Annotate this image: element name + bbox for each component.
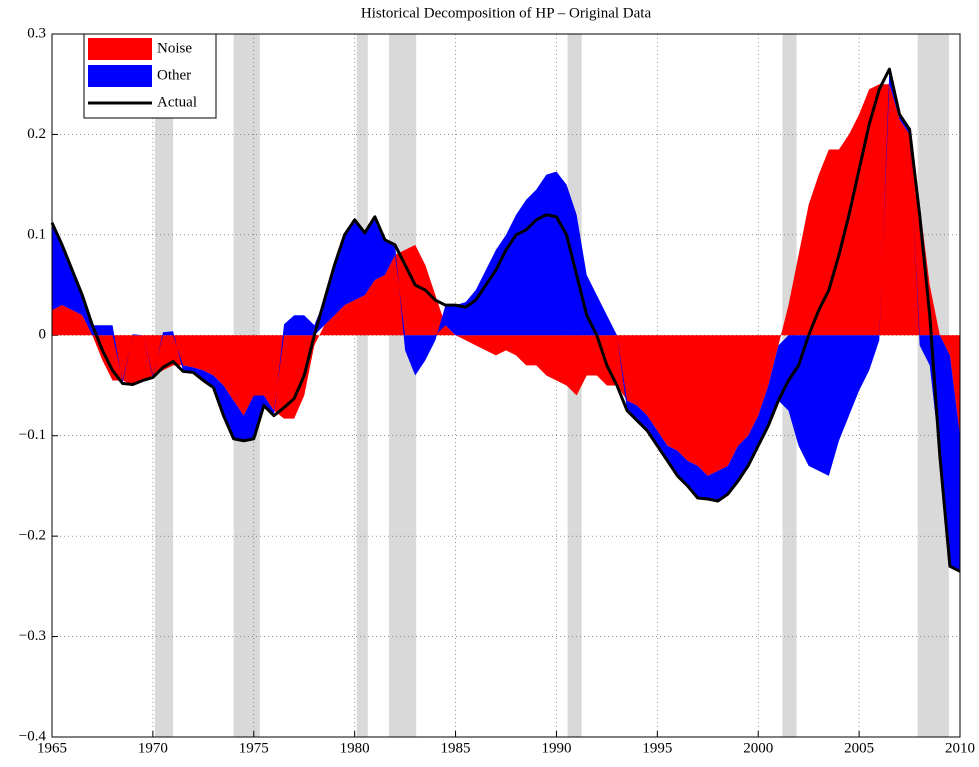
x-tick-label: 2005 <box>844 740 874 756</box>
x-tick-label: 2000 <box>743 740 773 756</box>
y-tick-label: −0.1 <box>19 427 46 443</box>
line <box>50 67 961 573</box>
y-tick-label: 0.1 <box>27 226 46 242</box>
y-tick-label: −0.4 <box>19 728 47 744</box>
x-tick-label: 1990 <box>541 740 571 756</box>
y-tick-label: 0 <box>39 327 47 343</box>
y-tick-label: −0.3 <box>19 628 46 644</box>
recession-band <box>356 34 368 737</box>
area <box>52 84 960 476</box>
x-tick-label: 1985 <box>441 740 471 756</box>
legend-swatch <box>88 38 152 60</box>
y-tick-label: 0.3 <box>27 25 46 41</box>
legend-label: Actual <box>157 94 197 110</box>
y-tick-label: 0.2 <box>27 126 46 142</box>
plot-frame <box>51 33 961 738</box>
y-tick-label: −0.2 <box>19 528 46 544</box>
legend-swatch <box>88 65 152 87</box>
chart-title: Historical Decomposition of HP – Origina… <box>361 5 652 21</box>
recession-band <box>388 34 417 737</box>
x-tick-label: 1965 <box>37 740 67 756</box>
x-tick-label: 1975 <box>239 740 269 756</box>
x-tick-label: 1970 <box>138 740 168 756</box>
x-tick-label: 1980 <box>340 740 370 756</box>
recession-band <box>154 34 174 737</box>
area <box>52 69 960 572</box>
legend-label: Other <box>157 67 191 83</box>
x-tick-label: 2010 <box>945 740 975 756</box>
legend-label: Noise <box>157 40 192 56</box>
x-tick-label: 1995 <box>642 740 672 756</box>
